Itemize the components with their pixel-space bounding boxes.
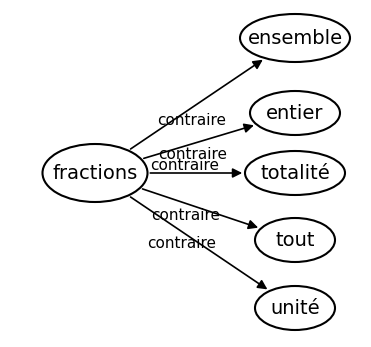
Ellipse shape xyxy=(245,151,345,195)
Ellipse shape xyxy=(250,91,340,135)
Ellipse shape xyxy=(255,286,335,330)
Text: contraire: contraire xyxy=(158,147,227,162)
Ellipse shape xyxy=(255,218,335,262)
Ellipse shape xyxy=(240,14,350,62)
Text: contraire: contraire xyxy=(150,158,219,172)
Text: ensemble: ensemble xyxy=(247,28,342,48)
Ellipse shape xyxy=(43,144,148,202)
Text: tout: tout xyxy=(275,230,315,249)
Text: contraire: contraire xyxy=(157,112,226,128)
Text: totalité: totalité xyxy=(260,163,330,183)
Text: entier: entier xyxy=(266,103,324,122)
Text: fractions: fractions xyxy=(52,163,138,183)
Text: contraire: contraire xyxy=(151,208,220,223)
Text: contraire: contraire xyxy=(148,236,217,251)
Text: unité: unité xyxy=(270,298,320,318)
